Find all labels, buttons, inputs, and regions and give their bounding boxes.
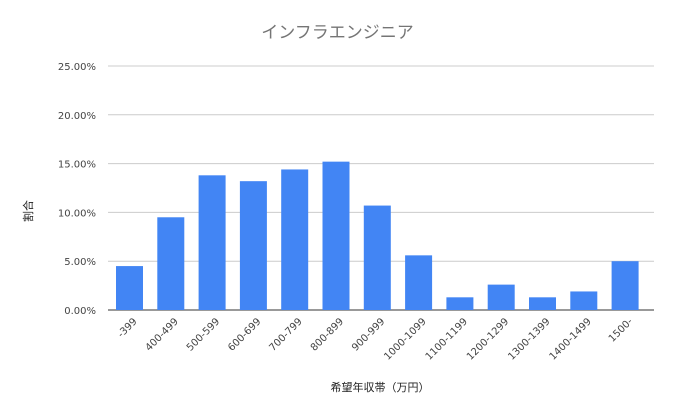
bar-1500-: [611, 261, 639, 310]
y-tick-label: 10.00%: [58, 208, 96, 219]
bar-1200-1299: [487, 284, 515, 310]
x-axis-label: 希望年収帯（万円）: [331, 380, 430, 394]
bar-1000-1099: [405, 255, 433, 310]
bar-400-499: [157, 217, 185, 310]
bar-1300-1399: [529, 297, 556, 310]
y-tick-label: 25.00%: [58, 62, 96, 73]
bar-600-699: [239, 181, 267, 310]
bar-700-799: [281, 169, 309, 310]
bar-900-999: [363, 205, 391, 310]
bars: [116, 161, 639, 310]
bar-1400-1499: [570, 291, 598, 310]
y-tick-label: 0.00%: [64, 306, 96, 317]
bar--399: [116, 266, 143, 310]
y-tick-label: 15.00%: [58, 160, 96, 171]
bar-1100-1199: [446, 297, 474, 310]
y-tick-label: 5.00%: [64, 257, 96, 268]
y-tick-label: 20.00%: [58, 111, 96, 122]
bar-800-899: [322, 161, 350, 310]
chart-title: インフラエンジニア: [261, 23, 414, 43]
y-axis-ticks: 0.00% 5.00% 10.00% 15.00% 20.00% 25.00%: [58, 62, 96, 317]
bar-500-599: [198, 175, 226, 310]
y-axis-label: 割合: [21, 200, 35, 222]
